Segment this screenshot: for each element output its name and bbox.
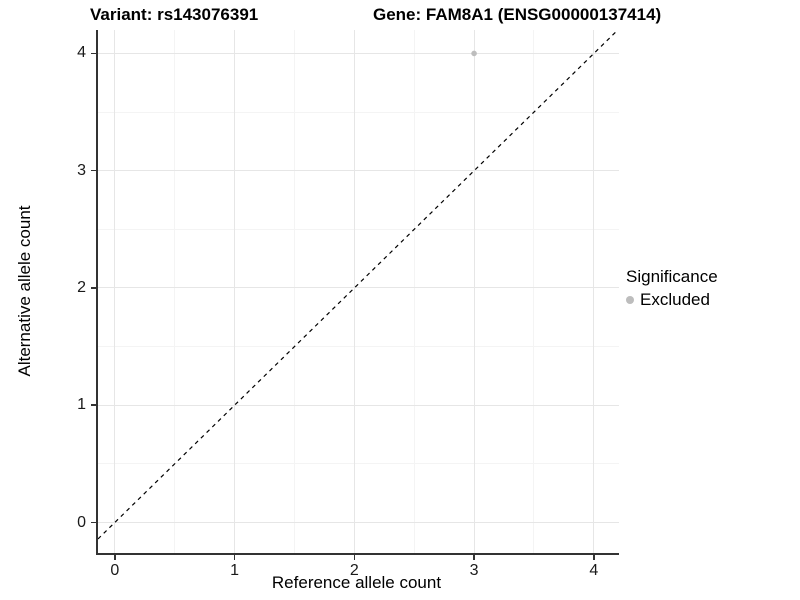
legend: Significance Excluded (626, 267, 718, 310)
x-axis-tickmark (593, 555, 595, 560)
plot-canvas (98, 30, 619, 540)
y-axis-tick-label: 1 (77, 396, 86, 414)
x-axis-tick-label: 0 (110, 562, 120, 579)
legend-item-label: Excluded (640, 290, 710, 309)
y-axis-tickmark (91, 52, 96, 55)
x-axis-tick-label: 2 (349, 562, 359, 579)
y-axis-title: Alternative allele count (15, 205, 34, 377)
identity-reference-line (98, 30, 619, 540)
y-axis-tick-label: 4 (77, 44, 86, 62)
plot-title-gene: Gene: FAM8A1 (ENSG00000137414) (373, 5, 662, 24)
legend-point-icon (626, 296, 634, 304)
y-axis-tick-label: 0 (77, 513, 86, 531)
y-axis-tickmark (91, 169, 96, 172)
x-axis-tickmark (114, 555, 116, 560)
legend-items: Excluded (626, 290, 718, 310)
x-axis-tick-label: 3 (469, 562, 479, 579)
legend-title: Significance (626, 267, 718, 286)
x-axis-tick-label: 1 (230, 562, 239, 579)
y-axis-tickmark (91, 404, 96, 406)
x-axis-tickmark (353, 555, 356, 560)
data-point (471, 50, 477, 57)
y-axis-tick-label: 2 (77, 278, 86, 296)
x-axis-tick-label: 4 (589, 562, 599, 579)
x-axis-tickmark (473, 555, 475, 560)
x-axis-title: Reference allele count (271, 573, 442, 592)
y-axis-tick-label: 3 (77, 161, 86, 179)
plot-title-variant: Variant: rs143076391 (90, 5, 259, 24)
y-axis-tickmark (91, 521, 96, 524)
x-axis-tickmark (233, 555, 236, 560)
legend-item: Excluded (626, 290, 718, 310)
y-axis-tickmark (91, 287, 96, 289)
plot-panel (96, 30, 619, 555)
